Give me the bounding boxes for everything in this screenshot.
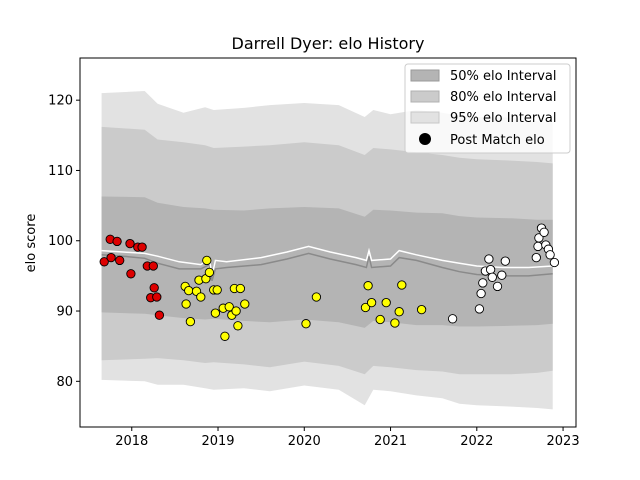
post-match-point-39: [360, 302, 371, 313]
post-match-point-50: [476, 288, 486, 299]
post-match-point-33: [231, 306, 241, 316]
post-match-point-3: [112, 236, 122, 247]
post-match-point-12: [149, 283, 159, 293]
mean-line: [101, 245, 553, 277]
post-match-point-48: [447, 314, 458, 324]
post-match-point-47: [416, 304, 427, 315]
post-match-point-36: [240, 299, 250, 309]
y-tick-label-90: 90: [56, 305, 73, 320]
post-match-point-5: [125, 238, 135, 249]
y-tick-label-80: 80: [56, 375, 73, 390]
post-match-point-27: [212, 285, 222, 295]
post-match-point-2: [106, 252, 116, 263]
post-match-point-61: [534, 233, 544, 243]
post-match-point-49: [474, 304, 485, 314]
post-match-point-35: [235, 283, 246, 294]
x-tick-label-2019: 2019: [201, 434, 234, 449]
post-match-point-56: [492, 281, 503, 292]
post-match-point-37: [301, 319, 311, 329]
plot-area: [99, 91, 560, 410]
legend-frame: [404, 63, 571, 154]
legend-label-80: 80% elo Interval: [450, 90, 557, 105]
x-tick-label-2021: 2021: [374, 434, 407, 449]
post-match-point-17: [184, 285, 194, 296]
axes-frame: [79, 57, 577, 428]
post-match-point-60: [533, 241, 543, 252]
post-match-point-42: [375, 314, 385, 325]
y-tick-label-110: 110: [48, 164, 73, 179]
post-match-point-66: [545, 250, 555, 260]
legend-label-95: 95% elo Interval: [450, 111, 557, 126]
post-match-point-29: [220, 331, 230, 341]
post-match-point-4: [115, 255, 125, 266]
post-match-point-23: [202, 255, 212, 266]
y-axis: 80 90 100 110 120: [48, 94, 80, 390]
legend-swatch-80: [410, 90, 440, 103]
post-match-point-16: [181, 299, 191, 309]
post-match-point-14: [154, 310, 165, 320]
legend: 50% elo Interval 80% elo Interval 95% el…: [404, 63, 571, 154]
x-axis: 2018 2019 2020 2021 2022 2023: [115, 427, 580, 449]
post-match-point-38: [311, 292, 322, 302]
x-tick-label-2018: 2018: [115, 434, 148, 449]
post-match-point-30: [224, 302, 234, 312]
post-match-point-13: [152, 292, 162, 302]
legend-swatch-95: [410, 111, 440, 124]
post-match-point-54: [485, 264, 496, 275]
post-match-point-11: [148, 261, 158, 271]
x-tick-label-2023: 2023: [547, 434, 580, 449]
post-match-point-59: [531, 252, 541, 263]
post-match-point-21: [196, 292, 206, 302]
post-match-point-57: [497, 270, 507, 280]
legend-swatch-50: [410, 69, 440, 82]
chart-title: Darrell Dyer: elo History: [232, 34, 425, 53]
post-match-point-53: [484, 254, 494, 264]
median-line: [101, 252, 553, 282]
band-50: [101, 196, 553, 328]
post-match-point-41: [366, 297, 377, 308]
post-match-point-8: [137, 242, 147, 252]
post-match-point-58: [500, 256, 510, 266]
x-tick-label-2020: 2020: [288, 434, 321, 449]
post-match-point-26: [210, 308, 221, 318]
post-match-point-55: [487, 272, 497, 282]
y-tick-label-120: 120: [48, 94, 73, 109]
x-tick-label-2022: 2022: [460, 434, 493, 449]
legend-marker-post-match: [419, 133, 431, 145]
y-tick-label-100: 100: [48, 234, 73, 249]
post-match-point-46: [397, 280, 407, 290]
post-match-point-45: [394, 307, 404, 317]
post-match-point-18: [185, 316, 196, 327]
post-match-point-0: [99, 257, 109, 267]
post-match-point-34: [233, 321, 243, 331]
legend-label-50: 50% elo Interval: [450, 69, 557, 84]
post-match-point-40: [363, 281, 373, 291]
post-match-point-67: [549, 257, 560, 268]
post-match-point-43: [381, 297, 391, 308]
y-axis-label: elo score: [24, 214, 39, 273]
legend-label-post-match: Post Match elo: [450, 133, 545, 148]
post-match-point-6: [126, 269, 136, 279]
post-match-point-51: [478, 278, 488, 288]
post-match-point-44: [390, 318, 400, 328]
post-match-point-63: [539, 227, 549, 237]
post-match-point-24: [204, 267, 215, 278]
